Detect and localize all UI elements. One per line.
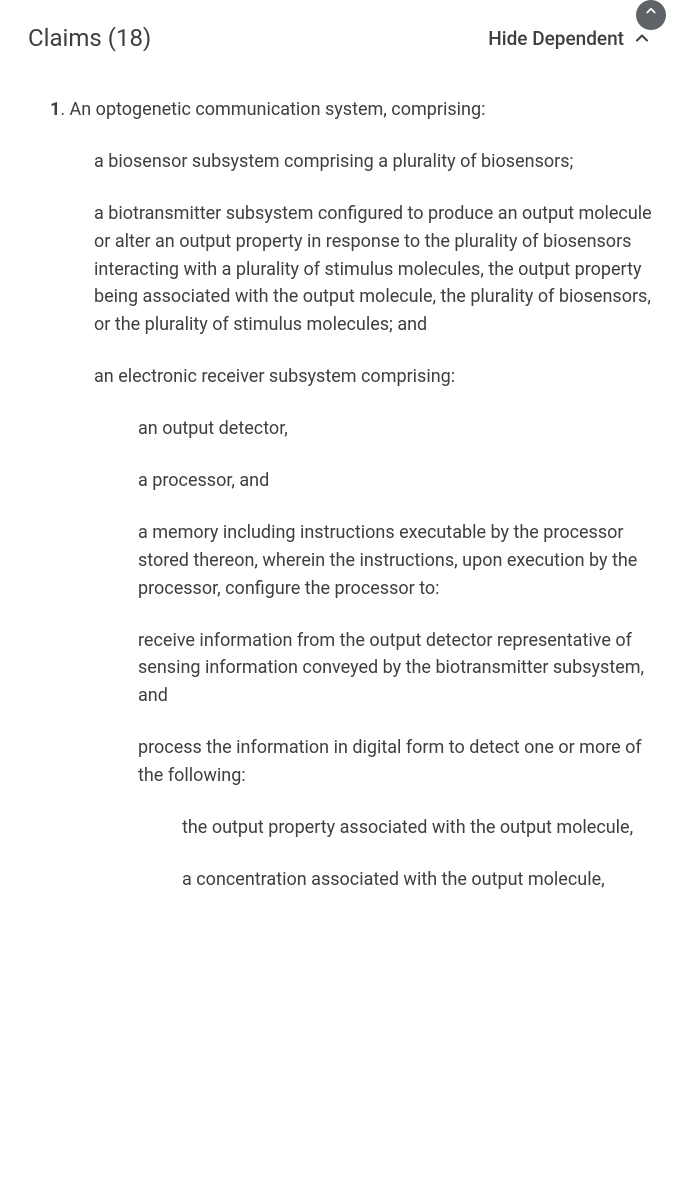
claim-preamble-text: . An optogenetic communication system, c… xyxy=(60,99,485,120)
claim-paragraph: the output property associated with the … xyxy=(182,814,652,842)
claim-paragraph: receive information from the output dete… xyxy=(138,627,652,711)
claims-count: (18) xyxy=(108,24,152,52)
claim-paragraph: a concentration associated with the outp… xyxy=(182,866,652,894)
hide-dependent-button[interactable]: Hide Dependent xyxy=(488,27,652,50)
chevron-up-icon xyxy=(642,2,660,20)
claims-header: Claims (18) Hide Dependent xyxy=(0,0,680,72)
claim-paragraph: process the information in digital form … xyxy=(138,734,652,790)
claims-content: 1. An optogenetic communication system, … xyxy=(0,72,680,894)
claim-preamble: 1. An optogenetic communication system, … xyxy=(50,96,652,124)
claim-paragraph: an output detector, xyxy=(138,415,652,443)
claims-title: Claims (18) xyxy=(28,24,151,52)
claim-paragraph: a memory including instructions executab… xyxy=(138,519,652,603)
claim-number: 1 xyxy=(50,99,60,120)
claim-paragraph: a biotransmitter subsystem configured to… xyxy=(94,200,652,339)
claims-title-text: Claims xyxy=(28,24,102,52)
scroll-up-indicator[interactable] xyxy=(636,0,666,30)
hide-dependent-label: Hide Dependent xyxy=(488,27,624,50)
claim-paragraph: an electronic receiver subsystem compris… xyxy=(94,363,652,391)
chevron-up-icon xyxy=(632,28,652,48)
claim-paragraph: a biosensor subsystem comprising a plura… xyxy=(94,148,652,176)
claim-paragraph: a processor, and xyxy=(138,467,652,495)
